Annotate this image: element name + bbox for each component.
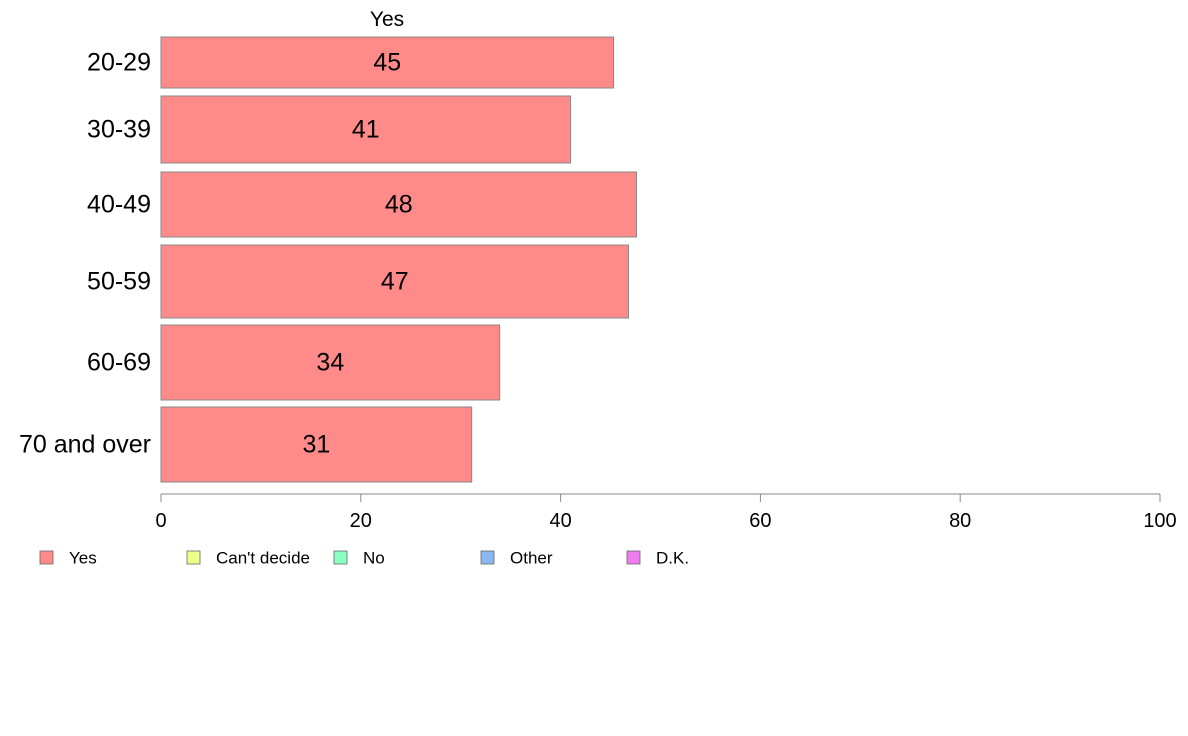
legend-label: Other bbox=[510, 549, 553, 568]
legend-label: D.K. bbox=[656, 549, 689, 568]
legend-label: No bbox=[363, 549, 385, 568]
legend-swatch bbox=[333, 550, 348, 565]
x-axis: 0 20 40 60 80 100 bbox=[155, 493, 1177, 532]
category-label: 50-59 bbox=[87, 268, 151, 296]
chart-title: Yes bbox=[370, 8, 404, 31]
legend-swatch bbox=[39, 550, 54, 565]
legend-label: Yes bbox=[69, 549, 97, 568]
legend-swatch bbox=[480, 550, 495, 565]
bar-50-59 bbox=[160, 244, 630, 319]
category-label: 30-39 bbox=[87, 116, 151, 144]
bar-value-label: 48 bbox=[385, 191, 413, 219]
bar-20-29 bbox=[160, 36, 615, 89]
bar-30-39 bbox=[160, 95, 572, 164]
category-label: 70 and over bbox=[19, 431, 151, 459]
x-tick-label: 0 bbox=[155, 510, 166, 532]
bar-value-label: 47 bbox=[381, 268, 409, 296]
bar-60-69 bbox=[160, 324, 501, 401]
bar-70-and-over bbox=[160, 406, 473, 483]
legend-swatch bbox=[186, 550, 201, 565]
category-label: 60-69 bbox=[87, 349, 151, 377]
bar-40-49 bbox=[160, 171, 638, 238]
legend: Yes Can't decide No Other D.K. bbox=[39, 549, 689, 568]
legend-label: Can't decide bbox=[216, 549, 310, 568]
x-tick-label: 40 bbox=[549, 510, 571, 532]
bars-group: 45 20-29 41 30-39 48 40-49 47 50-59 34 60-69 31 70 … bbox=[19, 36, 638, 483]
bar-value-label: 45 bbox=[373, 49, 401, 77]
bar-value-label: 31 bbox=[302, 431, 330, 459]
x-tick-label: 20 bbox=[350, 510, 372, 532]
category-label: 20-29 bbox=[87, 49, 151, 77]
x-tick-label: 60 bbox=[749, 510, 771, 532]
x-tick-label: 100 bbox=[1143, 510, 1176, 532]
legend-swatch bbox=[626, 550, 641, 565]
bar-value-label: 34 bbox=[316, 349, 344, 377]
category-label: 40-49 bbox=[87, 191, 151, 219]
x-tick-label: 80 bbox=[949, 510, 971, 532]
bar-value-label: 41 bbox=[352, 116, 380, 144]
